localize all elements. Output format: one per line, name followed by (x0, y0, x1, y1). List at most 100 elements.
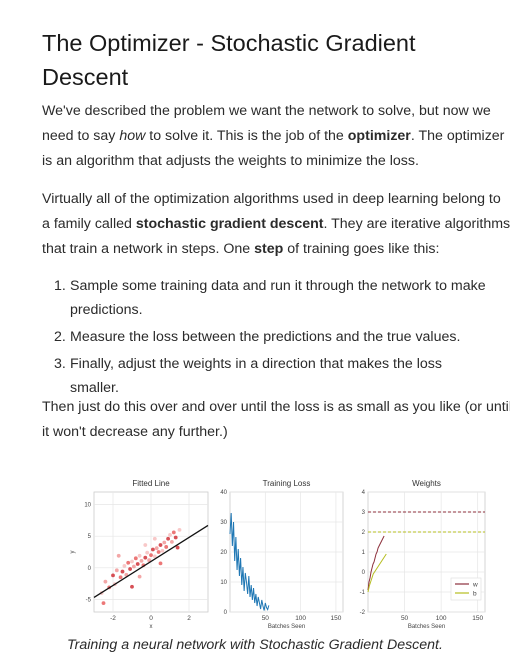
list-number: 1. (54, 278, 66, 294)
list-text: Measure the loss between the predictions… (70, 329, 461, 345)
data-point (130, 559, 134, 564)
data-point (137, 553, 142, 558)
text-segment: to solve it. This is the job of the (145, 128, 348, 144)
chart-title: Weights (412, 479, 441, 488)
data-point (164, 545, 169, 549)
x-tick-label: 150 (331, 615, 342, 622)
y-tick-label: 0 (88, 566, 92, 572)
list-text: Sample some training data and run it thr… (70, 278, 486, 318)
data-point (162, 540, 167, 545)
data-point (124, 572, 129, 577)
list-item: 1. Sample some training data and run it t… (42, 274, 492, 322)
paragraph-repeat: Then just do this over and over until th… (42, 399, 510, 440)
data-point (160, 548, 165, 553)
list-number: 3. (54, 356, 66, 372)
data-point (158, 561, 163, 566)
x-tick-label: 150 (472, 615, 483, 622)
x-axis-label: x (150, 624, 153, 630)
data-point (135, 562, 140, 566)
data-point (139, 558, 144, 563)
fitted-line (93, 524, 209, 599)
data-point (132, 564, 136, 569)
x-axis-label: Batches Seen (408, 624, 445, 630)
y-tick-label: 30 (220, 520, 227, 526)
y-tick-label: 10 (84, 503, 91, 509)
sgd-figure: -2 0 2 -5 0 5 10 Fitted Line x y 50 100 150 0 10 20 30 40… (68, 470, 500, 632)
data-point (120, 569, 125, 574)
data-point (130, 584, 134, 589)
data-point (158, 543, 163, 547)
data-point (147, 558, 151, 563)
y-axis-label: y (70, 551, 76, 554)
data-point (168, 533, 172, 537)
x-tick-label: -2 (110, 615, 116, 622)
paragraph-sgd-intro: Virtually all of the optimization algori… (42, 187, 510, 262)
bold-term: step (254, 241, 284, 257)
data-point (171, 530, 176, 535)
chart-title: Training Loss (263, 479, 311, 488)
y-tick-label: 1 (362, 550, 366, 556)
data-point (175, 545, 180, 550)
x-tick-label: 2 (187, 615, 191, 622)
data-point (118, 575, 123, 580)
data-point (101, 601, 106, 606)
training-steps-list: 1. Sample some training data and run it t… (42, 274, 492, 403)
data-point (143, 543, 148, 547)
y-tick-label: 0 (362, 570, 366, 576)
y-tick-label: 10 (220, 580, 227, 586)
data-point (151, 547, 155, 552)
data-point (152, 554, 157, 559)
text-segment: We've described the problem we want the … (42, 103, 491, 144)
list-item: 2. Measure the loss between the predictio… (42, 325, 492, 349)
y-tick-label: 3 (362, 510, 366, 516)
loss-series-line (229, 512, 270, 611)
list-number: 2. (54, 329, 66, 345)
data-point (173, 535, 178, 540)
y-tick-label: -1 (360, 590, 366, 596)
data-point (143, 555, 148, 560)
data-point (145, 550, 150, 555)
paragraph-optimizer-intro: We've described the problem we want the … (42, 99, 510, 174)
y-tick-label: 2 (362, 530, 366, 536)
text-segment: . They are iterative algorithms that tra… (42, 216, 510, 257)
legend-label: w (472, 582, 478, 589)
data-point (137, 574, 142, 579)
y-tick-label: -5 (86, 597, 92, 603)
x-tick-label: 50 (262, 615, 270, 622)
page-title: The Optimizer - Stochastic Gradient Desc… (42, 30, 416, 90)
data-point (156, 550, 161, 554)
data-point (152, 536, 157, 541)
bold-term: stochastic gradient descent (135, 216, 324, 232)
data-point (133, 556, 138, 561)
y-tick-label: 4 (362, 490, 366, 496)
chart-title: Fitted Line (132, 479, 170, 488)
data-point (128, 567, 132, 571)
x-tick-label: 0 (149, 615, 153, 622)
data-point (114, 568, 119, 573)
data-point (177, 527, 182, 532)
y-tick-label: -2 (360, 610, 366, 616)
x-tick-label: 50 (401, 615, 409, 622)
emphasis-text: how (119, 128, 146, 144)
data-point (103, 579, 108, 584)
text-segment: . The optimizer is an algorithm that adj… (42, 128, 505, 169)
series-line-w (367, 535, 385, 591)
x-axis-label: Batches Seen (268, 624, 305, 630)
y-tick-label: 40 (220, 490, 227, 496)
list-text: Finally, adjust the weights in a directi… (70, 356, 442, 396)
legend-label: b (473, 591, 477, 598)
data-point (116, 553, 121, 558)
data-point (111, 573, 115, 578)
data-point (122, 563, 127, 568)
text-segment: of training goes like this: (283, 241, 440, 257)
data-point (149, 553, 153, 558)
y-tick-label: 5 (88, 534, 92, 540)
list-item: 3. Finally, adjust the weights in a direc… (42, 352, 492, 400)
y-tick-label: 0 (224, 610, 228, 616)
y-tick-label: 20 (220, 550, 227, 556)
x-tick-label: 100 (436, 615, 447, 622)
data-point (154, 546, 159, 551)
text-segment: Virtually all of the optimization algori… (42, 191, 501, 232)
